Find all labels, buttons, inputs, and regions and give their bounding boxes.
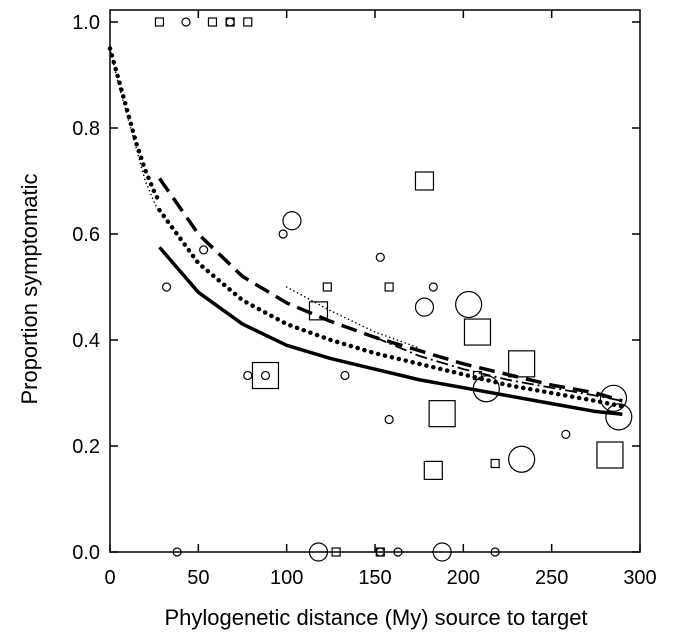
data-point-circle bbox=[414, 297, 435, 317]
data-point-circle bbox=[172, 547, 182, 557]
data-point-circle bbox=[199, 245, 209, 255]
data-point-square bbox=[508, 350, 536, 378]
data-point-circle bbox=[161, 282, 172, 292]
data-point-circle bbox=[384, 414, 394, 425]
data-point-square bbox=[428, 400, 456, 428]
x-axis-label: Phylogenetic distance (My) source to tar… bbox=[164, 605, 587, 630]
data-point-circle bbox=[472, 375, 500, 403]
curve-solid bbox=[158, 246, 623, 416]
data-point-circle bbox=[508, 445, 536, 473]
data-point-circle bbox=[455, 290, 483, 319]
x-tick-label: 200 bbox=[447, 567, 480, 589]
data-point-circle bbox=[561, 429, 571, 439]
data-point-circle bbox=[375, 547, 385, 557]
x-axis-ticks: 0 50 100 150 200 250 300 bbox=[104, 10, 657, 589]
y-tick-label: 0.4 bbox=[72, 330, 100, 352]
data-point-circle bbox=[308, 542, 329, 562]
data-point-circle bbox=[432, 542, 452, 562]
data-point-circle bbox=[605, 403, 633, 431]
y-tick-label: 0.2 bbox=[72, 436, 100, 458]
data-point-square bbox=[308, 301, 329, 321]
x-tick-label: 250 bbox=[535, 567, 568, 589]
data-point-square bbox=[251, 361, 280, 390]
data-point-circle bbox=[260, 370, 271, 381]
y-axis-label: Proportion symptomatic bbox=[17, 173, 42, 404]
data-point-circle bbox=[225, 17, 235, 27]
y-axis-ticks: 0.0 0.2 0.4 0.6 0.8 1.0 bbox=[72, 12, 640, 564]
data-point-square bbox=[331, 547, 341, 557]
x-tick-label: 50 bbox=[187, 567, 209, 589]
data-point-circle bbox=[181, 17, 191, 27]
data-points bbox=[154, 17, 633, 562]
data-point-circle bbox=[599, 384, 628, 412]
y-tick-label: 0.0 bbox=[72, 542, 100, 564]
x-tick-label: 0 bbox=[104, 567, 115, 589]
y-tick-label: 1.0 bbox=[72, 12, 100, 34]
curve-dotted bbox=[107, 46, 162, 205]
data-point-square bbox=[384, 282, 394, 292]
data-point-circle bbox=[428, 282, 438, 292]
data-point-square bbox=[423, 460, 443, 480]
data-point-square bbox=[322, 282, 332, 292]
data-point-circle bbox=[393, 547, 403, 557]
fitted-curves bbox=[107, 46, 625, 416]
data-point-square bbox=[154, 17, 165, 27]
data-point-square bbox=[243, 17, 253, 27]
data-point-circle bbox=[340, 370, 350, 381]
curve-dotted bbox=[157, 207, 625, 409]
curve-dashdot bbox=[374, 336, 623, 402]
y-tick-label: 0.6 bbox=[72, 224, 100, 246]
data-point-circle bbox=[375, 252, 385, 262]
x-tick-label: 300 bbox=[623, 567, 656, 589]
data-point-square bbox=[596, 441, 624, 469]
curve-thin-dotted bbox=[285, 286, 420, 349]
data-point-square bbox=[207, 17, 218, 27]
data-point-square bbox=[414, 171, 435, 191]
curve-thin-dotted bbox=[109, 47, 161, 214]
data-point-circle bbox=[243, 370, 253, 381]
data-point-square bbox=[490, 458, 500, 469]
y-tick-label: 0.8 bbox=[72, 118, 100, 140]
data-point-circle bbox=[490, 547, 500, 557]
data-point-square bbox=[463, 318, 492, 346]
data-point-circle bbox=[278, 229, 288, 239]
x-tick-label: 150 bbox=[358, 567, 391, 589]
x-tick-label: 100 bbox=[270, 567, 303, 589]
data-point-circle bbox=[282, 211, 302, 231]
curve-dashed bbox=[158, 177, 623, 403]
